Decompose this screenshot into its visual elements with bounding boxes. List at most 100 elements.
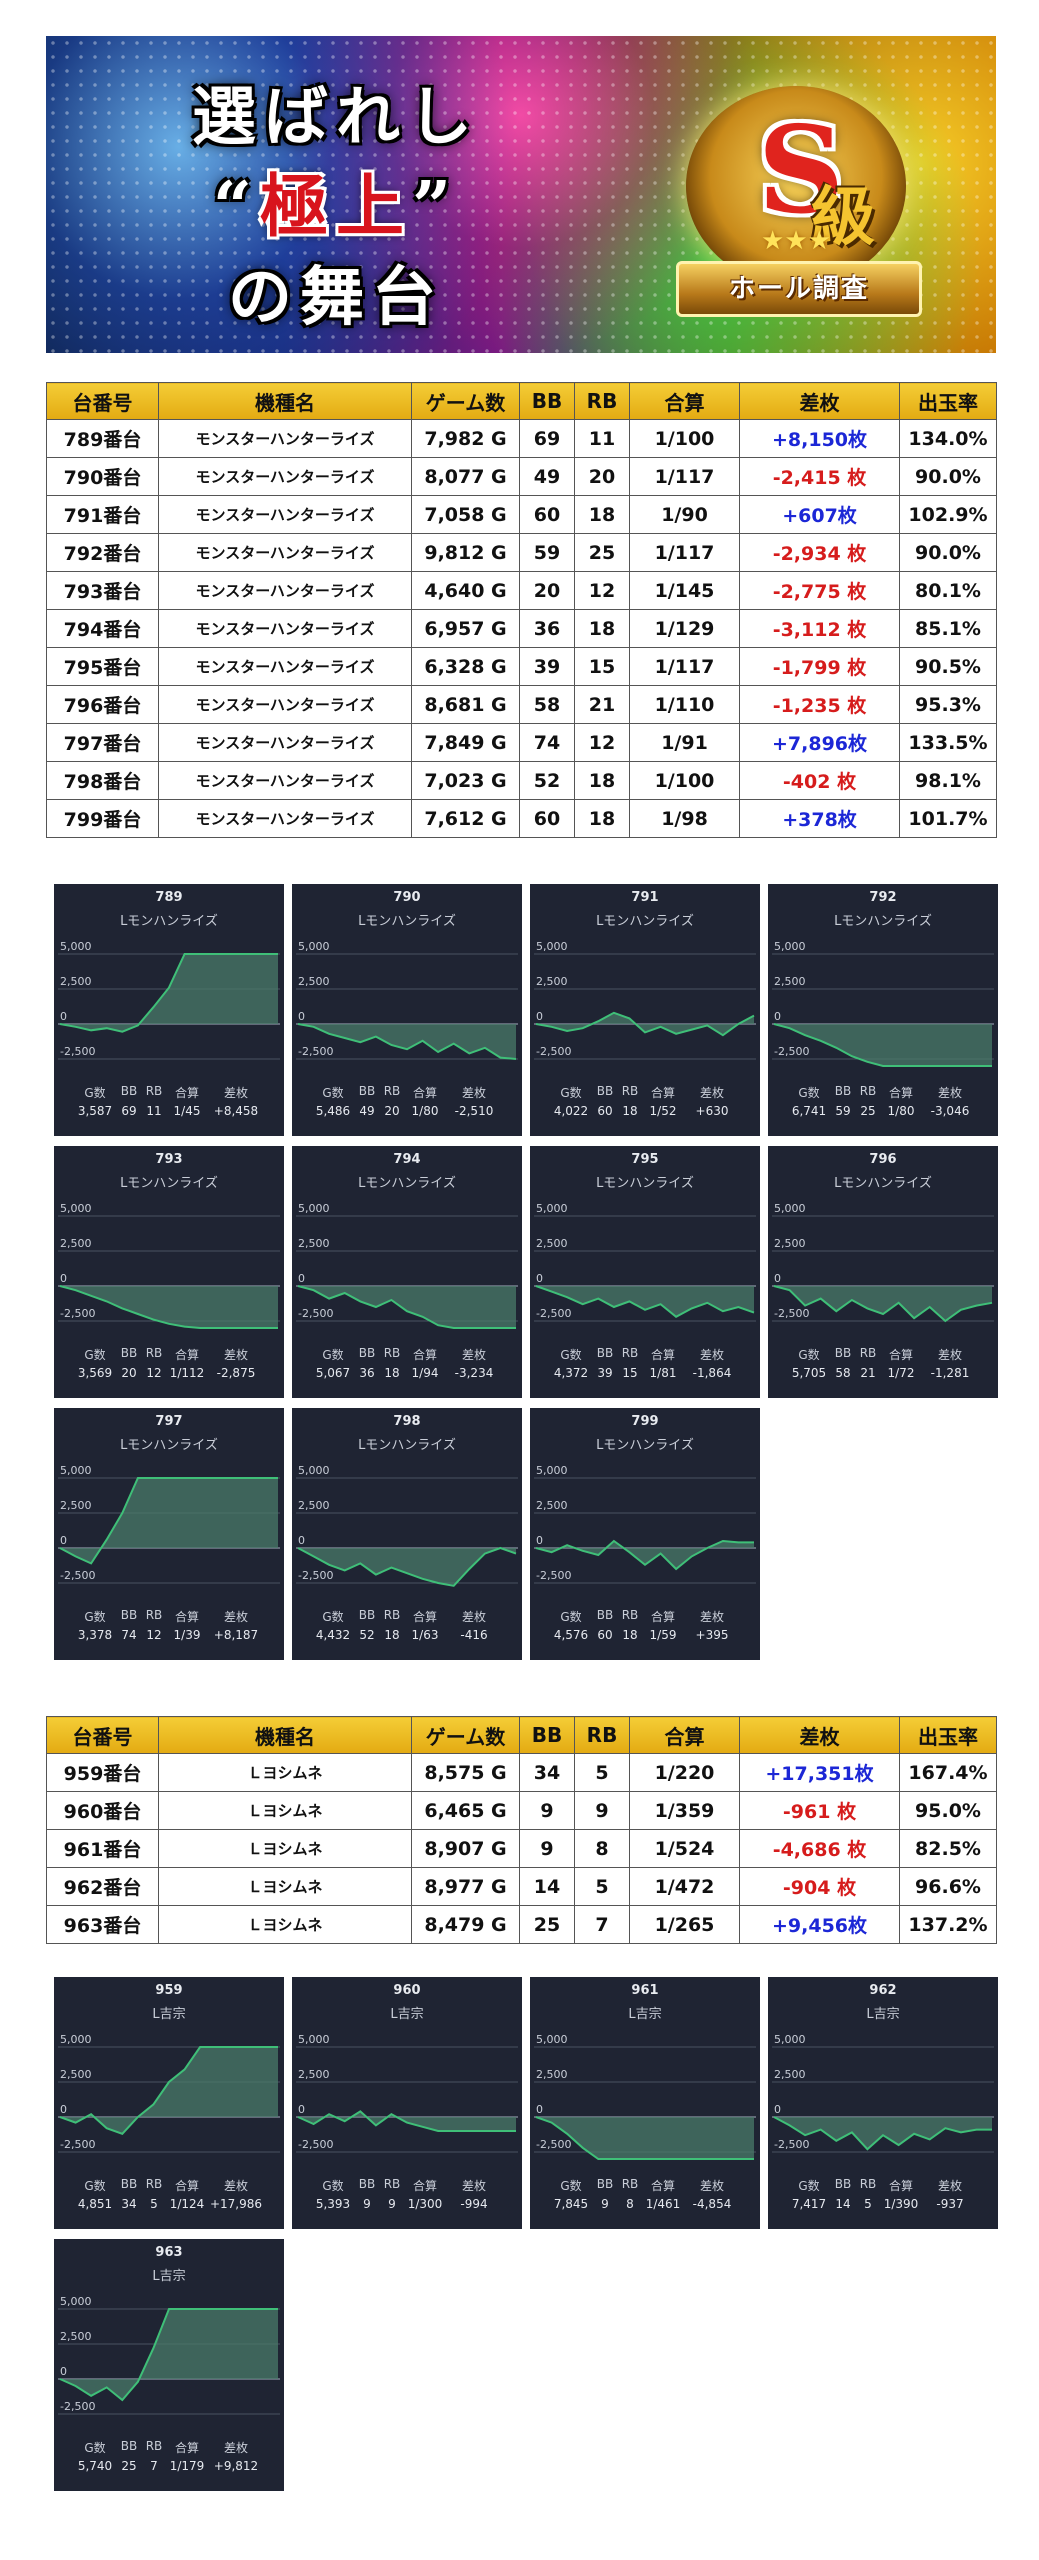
card-stats-values: 5,740 25 7 1/179 +9,812 — [54, 2459, 284, 2473]
stat-value-g: 5,486 — [315, 1104, 351, 1118]
y-tick-label: 2,500 — [60, 975, 92, 988]
stat-label: 合算 — [174, 1086, 199, 1100]
stat-label: G数 — [322, 1610, 344, 1624]
hero-banner: 選ばれし “極上” の舞台 S 級 ★★★ ホール調査 — [46, 36, 996, 353]
card-unit-number: 960 — [393, 1983, 421, 1998]
stat-value-diff: +8,458 — [213, 1104, 259, 1118]
stat-label: RB — [621, 1084, 639, 1098]
y-tick-label: 5,000 — [774, 1202, 806, 1215]
machine-name-cell: モンスターハンターライズ — [158, 495, 412, 534]
slump-graph: 5,000 2,500 0 -2,500 — [534, 940, 756, 1060]
stat-value-total: 1/112 — [169, 1366, 205, 1380]
stat-value-total: 1/390 — [883, 2197, 919, 2211]
card-unit-number: 791 — [631, 890, 659, 905]
stat-label: RB — [383, 1346, 401, 1360]
unit-number-cell: 793番台 — [46, 571, 159, 610]
unit-number-cell: 790番台 — [46, 457, 159, 496]
combined-rate-cell: 1/117 — [629, 647, 740, 686]
stat-label: G数 — [84, 2441, 106, 2455]
card-stats-values: 5,486 49 20 1/80 -2,510 — [292, 1104, 522, 1118]
stat-value-diff: -2,510 — [454, 1104, 494, 1118]
unit-number-cell: 791番台 — [46, 495, 159, 534]
slump-graph-card: 793 Lモンハンライズ 5,000 2,500 0 -2,500 G数 BB RB 合算 差枚 3,… — [54, 1146, 284, 1398]
stat-value-diff: -2,875 — [216, 1366, 256, 1380]
payout-rate-cell: 134.0% — [899, 419, 997, 458]
y-tick-label: 0 — [60, 1534, 67, 1547]
stat-value-bb: 60 — [597, 1104, 613, 1118]
machine-name-cell: モンスターハンターライズ — [158, 609, 412, 648]
stat-label: 差枚 — [699, 2179, 724, 2193]
slump-graph-card: 960 L吉宗 5,000 2,500 0 -2,500 G数 BB RB 合算 差枚 5,393 9 9… — [292, 1977, 522, 2229]
card-unit-number: 962 — [869, 1983, 897, 1998]
y-tick-label: 5,000 — [60, 940, 92, 953]
y-tick-label: 0 — [536, 2103, 543, 2116]
machine-name-cell: モンスターハンターライズ — [158, 799, 412, 838]
y-tick-label: 0 — [536, 1534, 543, 1547]
game-count-cell: 7,058 G — [411, 495, 520, 534]
card-stats-header: G数 BB RB 合算 差枚 — [530, 1084, 760, 1101]
y-tick-label: 2,500 — [774, 1237, 806, 1250]
bb-count-cell: 49 — [519, 457, 575, 496]
unit-number-cell: 962番台 — [46, 1867, 159, 1906]
coin-difference-cell: -961 枚 — [739, 1791, 900, 1830]
machine-name-cell: モンスターハンターライズ — [158, 533, 412, 572]
card-stats-header: G数 BB RB 合算 差枚 — [530, 1346, 760, 1363]
coin-difference-cell: -2,415 枚 — [739, 457, 900, 496]
bb-count-cell: 9 — [519, 1791, 575, 1830]
stat-label: BB — [596, 1084, 614, 1098]
stat-label: 合算 — [412, 1610, 437, 1624]
card-machine-name: L吉宗 — [628, 2007, 662, 2022]
rb-count-cell: 8 — [574, 1829, 630, 1868]
game-count-cell: 9,812 G — [411, 533, 520, 572]
payout-rate-cell: 96.6% — [899, 1867, 997, 1906]
card-machine-name: Lモンハンライズ — [358, 1438, 456, 1453]
card-machine-name: L吉宗 — [152, 2269, 186, 2284]
stat-label: G数 — [322, 1348, 344, 1362]
game-count-cell: 8,977 G — [411, 1867, 520, 1906]
bb-count-cell: 9 — [519, 1829, 575, 1868]
stat-label: 合算 — [412, 1348, 437, 1362]
column-header: BB — [519, 382, 575, 420]
column-header: 台番号 — [46, 382, 159, 420]
stat-label: G数 — [798, 1348, 820, 1362]
column-header: RB — [574, 382, 630, 420]
stat-value-bb: 20 — [121, 1366, 137, 1380]
card-stats-values: 4,576 60 18 1/59 +395 — [530, 1628, 760, 1642]
stat-label: 合算 — [888, 2179, 913, 2193]
coin-difference-cell: -3,112 枚 — [739, 609, 900, 648]
stat-value-bb: 39 — [597, 1366, 613, 1380]
rb-count-cell: 12 — [574, 571, 630, 610]
y-tick-label: 2,500 — [298, 1499, 330, 1512]
slump-line — [773, 1285, 993, 1323]
stat-value-rb: 25 — [860, 1104, 876, 1118]
y-tick-label: -2,500 — [774, 1045, 809, 1058]
y-tick-label: 2,500 — [60, 2068, 92, 2081]
card-machine-name: Lモンハンライズ — [358, 914, 456, 929]
slump-graph-card: 798 Lモンハンライズ 5,000 2,500 0 -2,500 G数 BB RB 合算 差枚 4,… — [292, 1408, 522, 1660]
stat-label: BB — [596, 1346, 614, 1360]
slump-graph-card: 962 L吉宗 5,000 2,500 0 -2,500 G数 BB RB 合算 差枚 7,417 14… — [768, 1977, 998, 2229]
stat-label: 合算 — [174, 2441, 199, 2455]
payout-rate-cell: 90.0% — [899, 533, 997, 572]
slump-area — [536, 2117, 754, 2159]
slump-graph-card: 797 Lモンハンライズ 5,000 2,500 0 -2,500 G数 BB RB 合算 差枚 3,… — [54, 1408, 284, 1660]
stat-value-rb: 9 — [388, 2197, 396, 2211]
machine-name-cell: モンスターハンターライズ — [158, 761, 412, 800]
machine-results-table-monhun: 台番号 機種名 ゲーム数 BB RB 合算 差枚 出玉率 789番台 モンスターハンターライズ 7… — [46, 382, 997, 838]
stat-label: 差枚 — [223, 2179, 248, 2193]
stat-value-diff: -3,234 — [454, 1366, 494, 1380]
y-tick-label: -2,500 — [60, 2400, 95, 2413]
stat-value-bb: 52 — [359, 1628, 375, 1642]
slump-graph-card: 791 Lモンハンライズ 5,000 2,500 0 -2,500 G数 BB RB 合算 差枚 4,… — [530, 884, 760, 1136]
y-tick-label: 0 — [60, 1010, 67, 1023]
slump-line — [59, 2308, 278, 2402]
card-unit-number: 795 — [631, 1152, 659, 1167]
slump-graph: 5,000 2,500 0 -2,500 — [296, 2033, 518, 2153]
y-tick-label: 5,000 — [536, 940, 568, 953]
column-header: ゲーム数 — [411, 1716, 520, 1754]
stat-value-bb: 36 — [359, 1366, 375, 1380]
card-machine-name: Lモンハンライズ — [596, 914, 694, 929]
coin-difference-cell: -2,775 枚 — [739, 571, 900, 610]
